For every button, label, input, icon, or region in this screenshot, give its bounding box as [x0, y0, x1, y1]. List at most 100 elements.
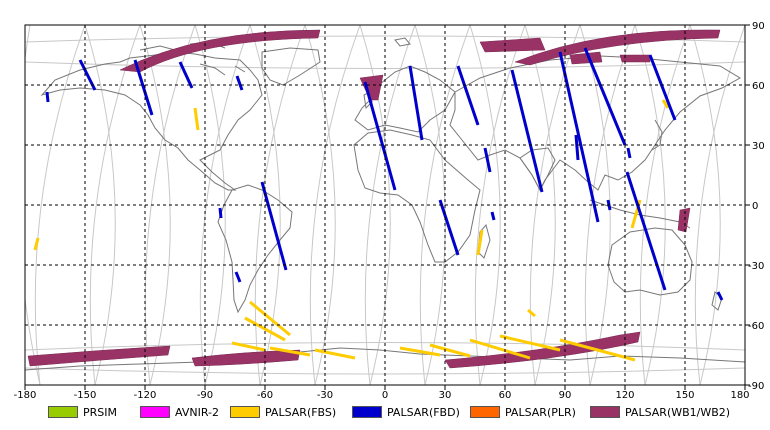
fbs-swath	[527, 308, 536, 318]
legend-item-palsar-plr: PALSAR(PLR)	[470, 404, 576, 420]
fbs-swath	[231, 341, 266, 352]
svalbard-coast	[394, 37, 411, 47]
wb-swath	[514, 29, 721, 66]
orbit-track	[639, 25, 691, 385]
fbs-swath	[559, 338, 636, 362]
x-tick-label: -180	[14, 390, 37, 400]
fbd-swath	[234, 271, 242, 283]
fbd-swath	[235, 75, 244, 91]
legend-item-palsar-fbd: PALSAR(FBD)	[352, 404, 460, 420]
fbs-swath	[469, 338, 531, 360]
orbit-track	[689, 25, 721, 385]
greenland-coast	[261, 47, 321, 86]
wb-swath	[677, 207, 691, 233]
fbd-swath	[490, 211, 496, 221]
fbd-swath	[456, 65, 480, 126]
fbd-swath	[625, 171, 667, 291]
fbd-swath	[45, 91, 50, 103]
y-tick-label: -90	[748, 381, 764, 392]
y-tick-labels: 90 60 30 0 -30 -60 -90	[748, 21, 765, 392]
y-tick-label: 90	[752, 21, 765, 32]
coverage-map: -180 -150 -120 -90 -60 -30 0 30 60 90 12…	[14, 21, 765, 400]
legend-item-avnir2: AVNIR-2	[140, 404, 219, 420]
y-tick-label: 0	[752, 201, 758, 212]
orbit-track	[634, 25, 666, 385]
x-tick-label: 60	[499, 390, 512, 400]
y-tick-label: 60	[752, 81, 765, 92]
asia-coast	[449, 55, 741, 192]
orbit-track	[359, 25, 391, 385]
orbit-track	[694, 25, 745, 385]
x-tick-label: -150	[74, 390, 97, 400]
fbs-swath	[244, 316, 286, 342]
orbit-track	[89, 25, 141, 385]
fbd-swath	[178, 61, 194, 89]
legend-swatch	[352, 406, 382, 418]
palsar-fbd-swaths	[45, 47, 724, 301]
y-tick-label: -30	[748, 261, 764, 272]
fbs-swath	[33, 237, 40, 251]
orbit-tracks	[25, 25, 745, 385]
fbd-swath	[574, 134, 580, 161]
tick-marks	[24, 24, 750, 390]
fbd-swath	[648, 54, 677, 121]
orbit-track	[25, 25, 41, 385]
legend-swatch	[48, 406, 78, 418]
legend-label: PALSAR(FBD)	[387, 405, 460, 419]
legend-label: PALSAR(FBS)	[265, 405, 337, 419]
antarctica-coast	[25, 347, 745, 371]
fbd-swath	[408, 65, 424, 141]
japan-coast	[651, 119, 663, 151]
fbd-swath	[716, 291, 724, 301]
fbd-swath	[483, 147, 492, 173]
fbd-swath	[438, 199, 460, 256]
orbit-track	[364, 25, 416, 385]
legend-swatch	[140, 406, 170, 418]
polar-arc	[25, 342, 745, 351]
x-tick-label: -120	[134, 390, 157, 400]
orbit-track	[34, 25, 86, 385]
x-tick-label: 30	[439, 390, 452, 400]
fbs-swath	[429, 343, 471, 358]
wb-swath	[27, 345, 171, 367]
x-tick-labels: -180 -150 -120 -90 -60 -30 0 30 60 90 12…	[14, 390, 750, 400]
legend-item-prsim: PRSIM	[48, 404, 117, 420]
fbd-swath	[218, 207, 223, 219]
orbit-track	[419, 25, 471, 385]
india-coast	[519, 147, 556, 192]
orbit-track	[309, 25, 361, 385]
south-america-coast	[217, 184, 293, 314]
fbs-swath	[476, 229, 484, 256]
legend-label: PALSAR(PLR)	[505, 405, 576, 419]
x-tick-label: 180	[730, 390, 749, 400]
fbd-swath	[583, 47, 627, 146]
palsar-wb-swaths	[27, 29, 721, 369]
australia-coast	[607, 227, 693, 296]
fbd-swath	[260, 181, 288, 271]
legend: PRSIM AVNIR-2 PALSAR(FBS) PALSAR(FBD) PA…	[0, 402, 770, 424]
fbd-swath	[363, 81, 397, 191]
legend-swatch	[230, 406, 260, 418]
x-tick-label: -30	[317, 390, 333, 400]
fbd-swath	[626, 147, 632, 159]
x-tick-label: 90	[559, 390, 572, 400]
x-tick-label: -60	[257, 390, 273, 400]
fbs-swath	[661, 99, 670, 109]
fbs-swath	[499, 334, 561, 352]
fbs-swath	[249, 300, 291, 337]
y-tick-label: -60	[748, 321, 764, 332]
fbs-swath	[193, 107, 200, 131]
legend-swatch	[590, 406, 620, 418]
legend-label: AVNIR-2	[175, 405, 219, 419]
x-tick-label: 120	[615, 390, 634, 400]
x-tick-label: 150	[675, 390, 694, 400]
fbs-swath	[399, 346, 441, 357]
graticule	[25, 25, 745, 385]
fbd-swath	[558, 51, 600, 223]
wb-swath	[619, 54, 651, 63]
fbd-swath	[133, 59, 154, 116]
legend-swatch	[470, 406, 500, 418]
legend-label: PRSIM	[83, 405, 117, 419]
legend-label: PALSAR(WB1/WB2)	[625, 405, 731, 419]
wb-swath	[191, 349, 301, 367]
